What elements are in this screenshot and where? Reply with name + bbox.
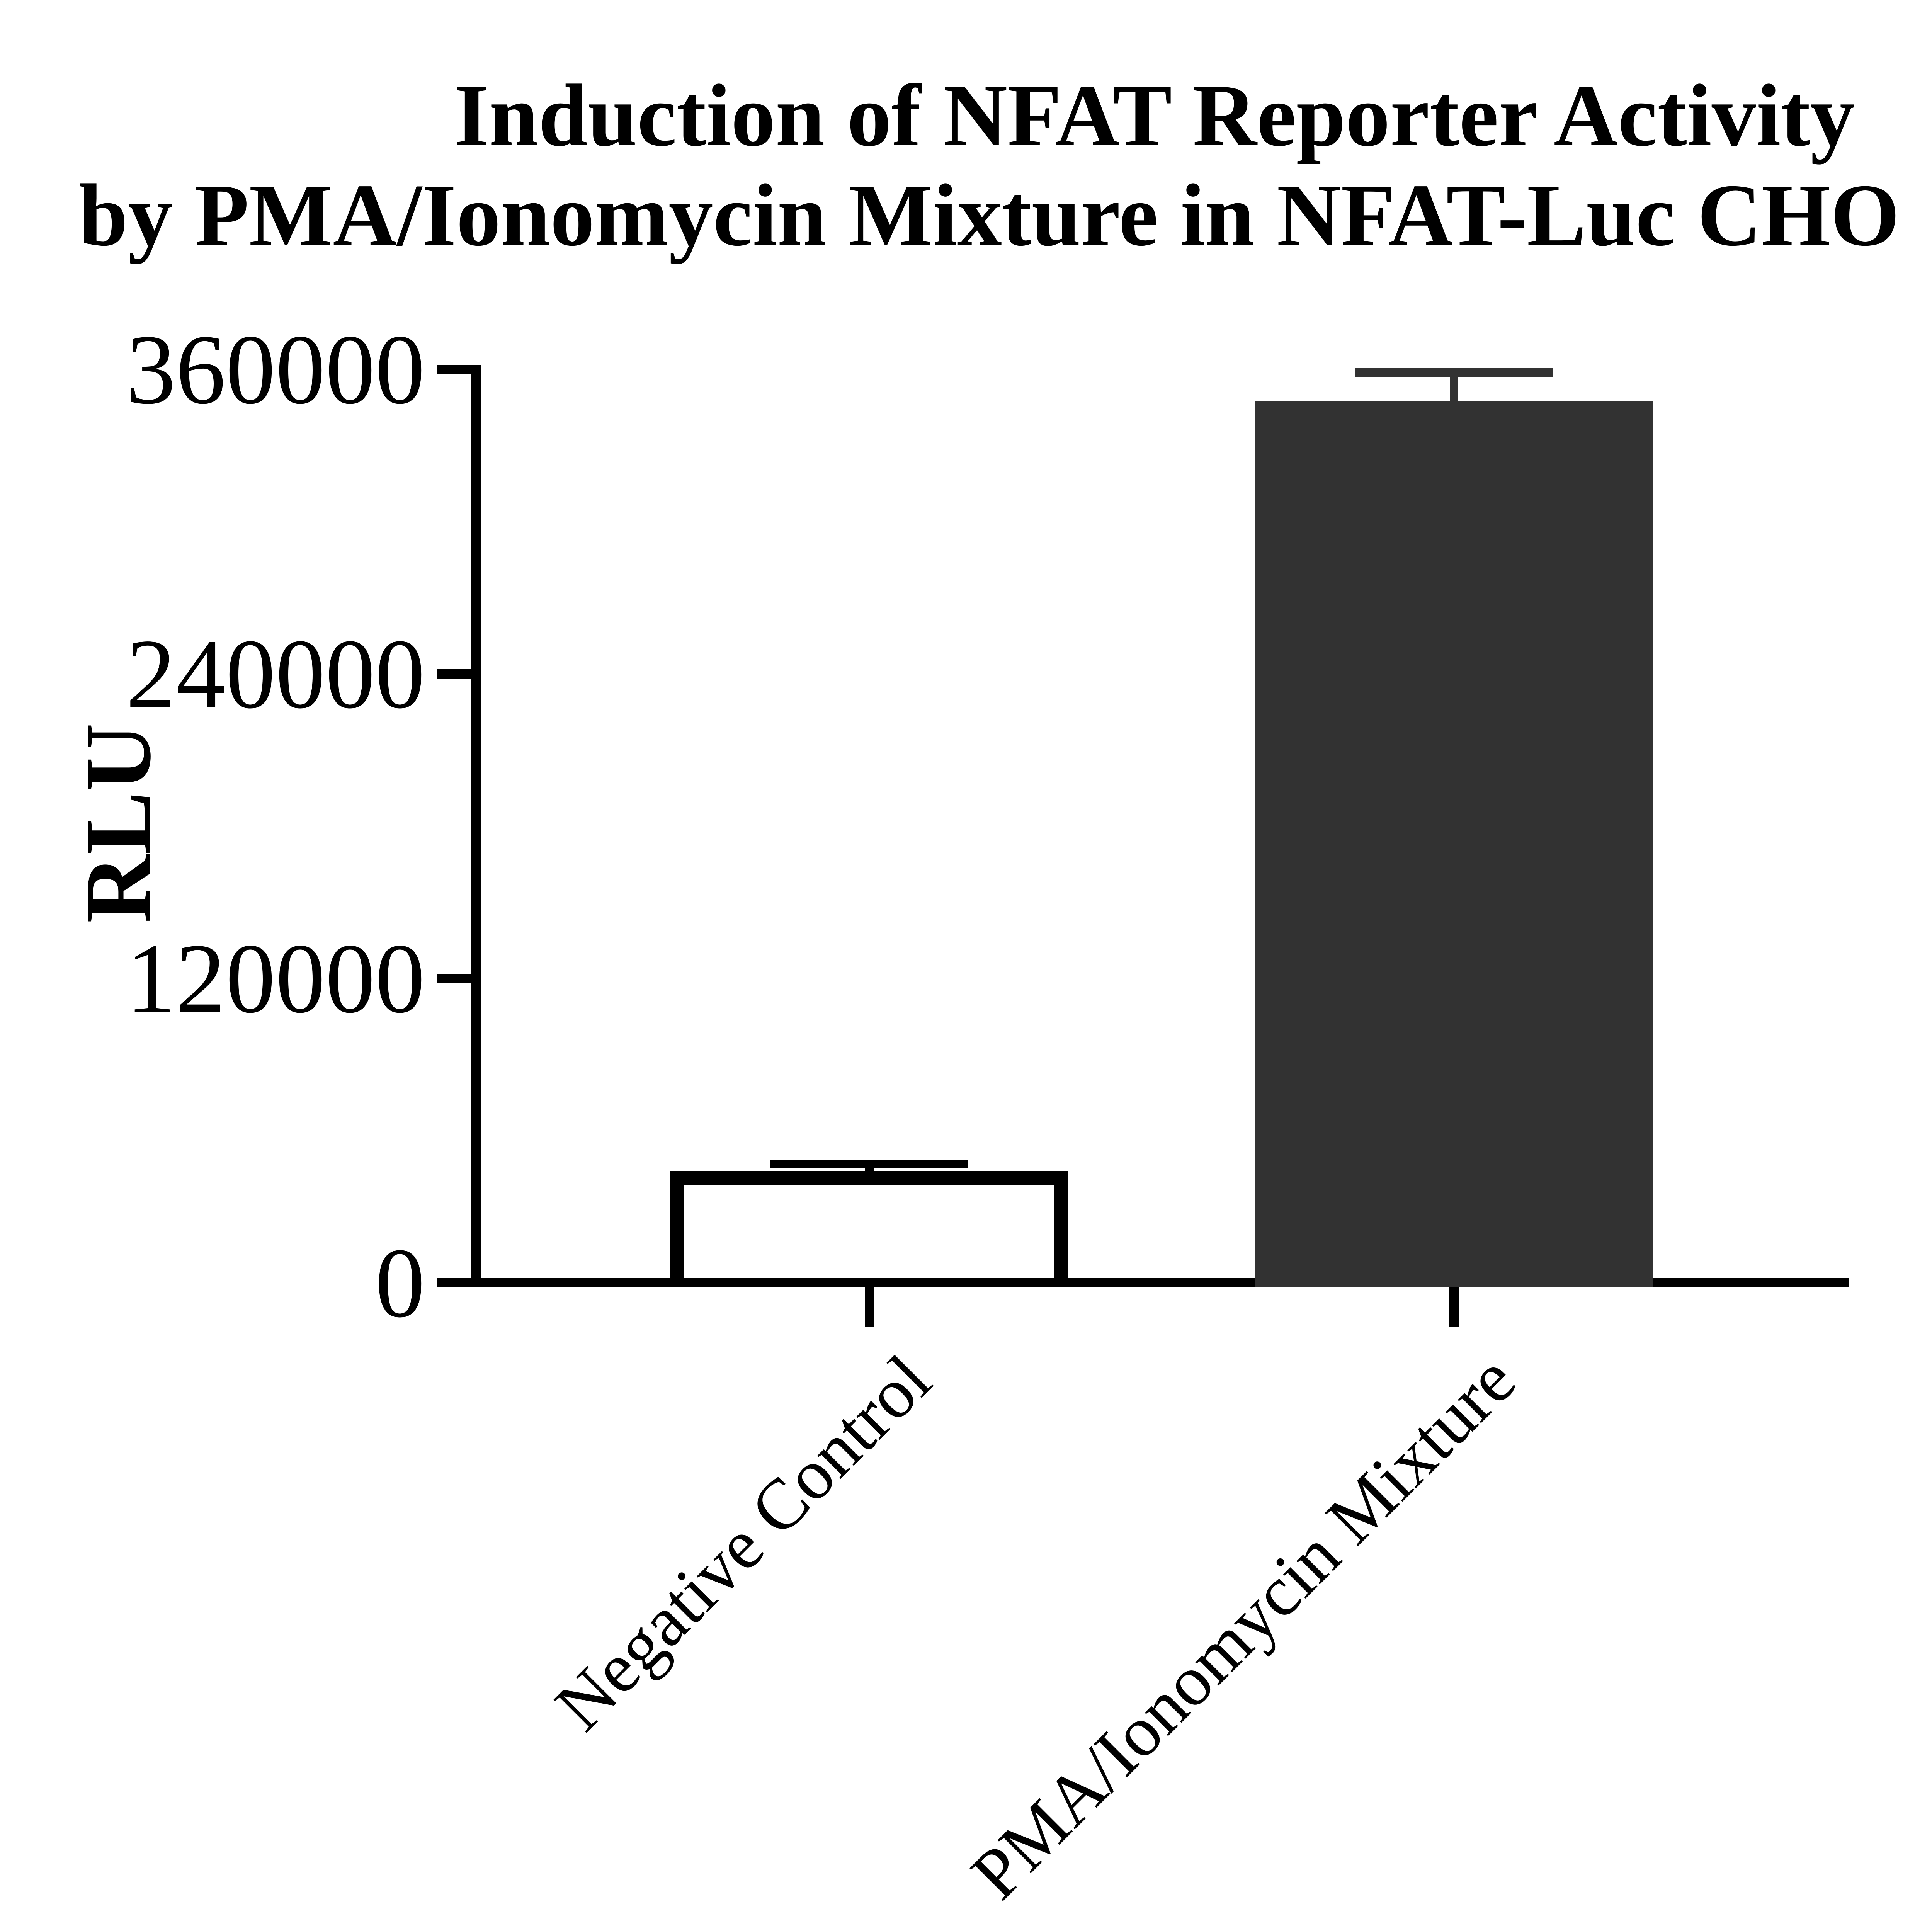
bar-negative-control bbox=[670, 1171, 1068, 1287]
y-axis-tick-label-0: 0 bbox=[375, 1227, 425, 1338]
y-axis-tick-label-240000: 240000 bbox=[126, 618, 425, 729]
y-axis-tick-240000 bbox=[437, 669, 471, 679]
y-axis-tick-0 bbox=[437, 1278, 471, 1287]
chart-title: Induction of NFAT Reporter Activity by P… bbox=[34, 66, 1932, 265]
y-axis-tick-label-360000: 360000 bbox=[126, 314, 425, 425]
x-axis-category-label-0: Negative Control bbox=[540, 1340, 946, 1746]
y-axis-line bbox=[471, 365, 481, 1287]
chart-title-line-1: Induction of NFAT Reporter Activity bbox=[454, 66, 1855, 165]
x-axis-tick-1 bbox=[1449, 1287, 1459, 1327]
bar-pma-ionomycin-mixture bbox=[1255, 401, 1653, 1287]
chart-title-line-2: by PMA/Ionomycin Mixture in NFAT-Luc CHO… bbox=[78, 166, 1932, 264]
y-axis-tick-360000 bbox=[437, 365, 471, 374]
y-axis-tick-120000 bbox=[437, 974, 471, 983]
y-axis-tick-label-120000: 120000 bbox=[126, 923, 425, 1034]
y-axis-label: RLU bbox=[65, 723, 170, 923]
error-bar-cap bbox=[1355, 368, 1553, 377]
error-bar-cap bbox=[770, 1160, 968, 1168]
x-axis-tick-0 bbox=[865, 1287, 874, 1327]
